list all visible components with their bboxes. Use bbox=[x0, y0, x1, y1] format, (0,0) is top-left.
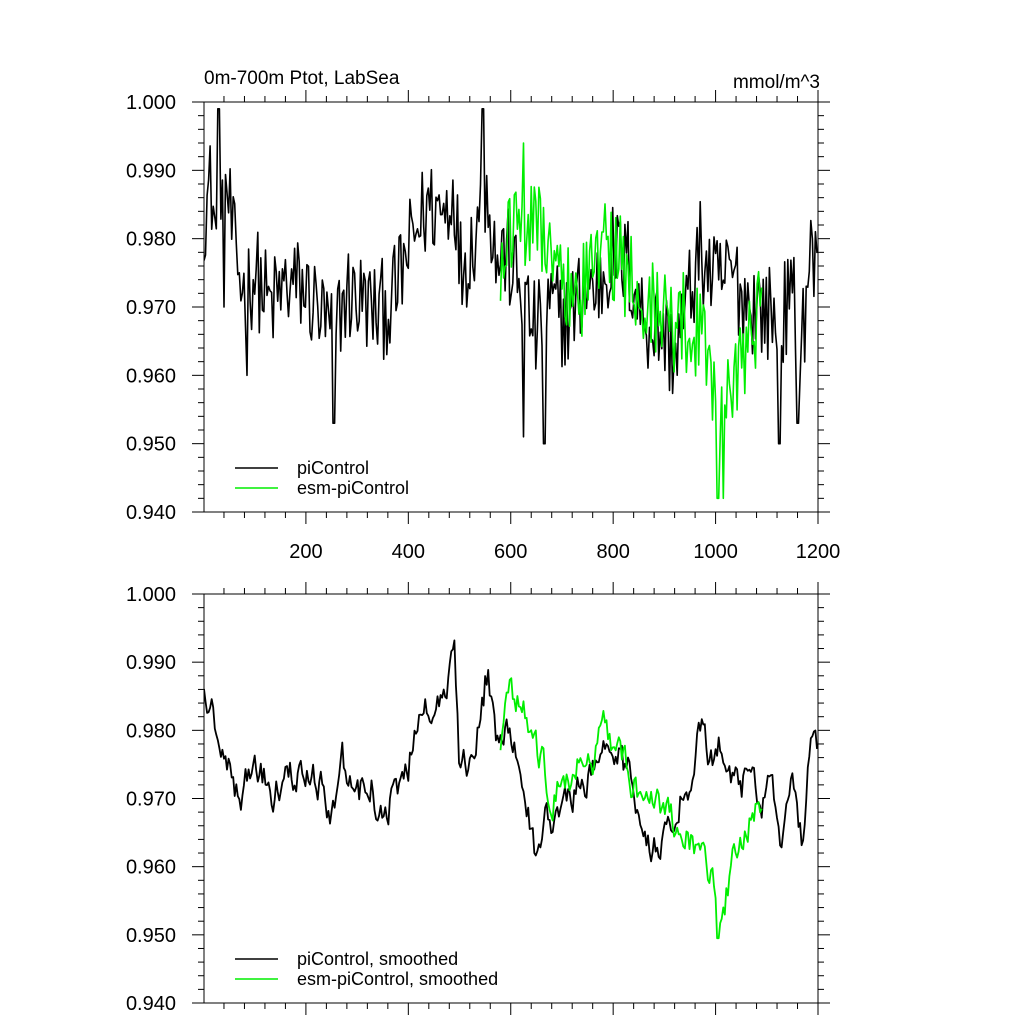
plot-frame bbox=[203, 593, 819, 1004]
x-tick-label: 200 bbox=[289, 541, 322, 563]
y-tick-label: 0.980 bbox=[126, 229, 176, 251]
y-tick-label: 0.970 bbox=[126, 789, 176, 811]
y-tick-label: 0.980 bbox=[126, 720, 176, 742]
y-tick-label: 0.950 bbox=[126, 925, 176, 947]
series-line-esm-picontrol bbox=[499, 142, 763, 500]
x-tick-label: 800 bbox=[596, 541, 629, 563]
y-tick-label: 0.950 bbox=[126, 434, 176, 456]
panel-smoothed: 0.940 0.950 0.960 0.970 0.980 0.990 1.000 piCon… bbox=[126, 582, 830, 1015]
x-tick-label: 1200 bbox=[796, 541, 841, 563]
x-tick-label: 1000 bbox=[693, 541, 738, 563]
y-tick-label: 0.970 bbox=[126, 297, 176, 319]
y-tick-label: 0.960 bbox=[126, 365, 176, 387]
y-tick-label: 0.940 bbox=[126, 993, 176, 1015]
legend-label: esm-piControl bbox=[297, 478, 409, 498]
plot-frame bbox=[203, 101, 819, 513]
series-line-picontrol-smoothed bbox=[204, 639, 818, 863]
y-tick-label: 0.990 bbox=[126, 652, 176, 674]
legend-label: piControl, smoothed bbox=[297, 949, 458, 969]
x-tick-label: 600 bbox=[494, 541, 527, 563]
y-tick-label: 0.940 bbox=[126, 502, 176, 524]
units-label: mmol/m^3 bbox=[733, 72, 820, 93]
y-tick-label: 1.000 bbox=[126, 92, 176, 114]
legend-label: piControl bbox=[297, 458, 369, 478]
panel-raw: 0.940 0.950 0.960 0.970 0.980 0.990 1.000 200 40… bbox=[126, 90, 840, 563]
series-line-picontrol bbox=[204, 108, 818, 445]
legend-label: esm-piControl, smoothed bbox=[297, 969, 498, 989]
y-tick-label: 0.990 bbox=[126, 160, 176, 182]
chart-title: 0m-700m Ptot, LabSea bbox=[204, 68, 400, 89]
y-tick-label: 0.960 bbox=[126, 857, 176, 879]
y-tick-label: 1.000 bbox=[126, 584, 176, 606]
series-line-esm-picontrol-smoothed bbox=[499, 677, 763, 940]
x-tick-label: 400 bbox=[392, 541, 425, 563]
